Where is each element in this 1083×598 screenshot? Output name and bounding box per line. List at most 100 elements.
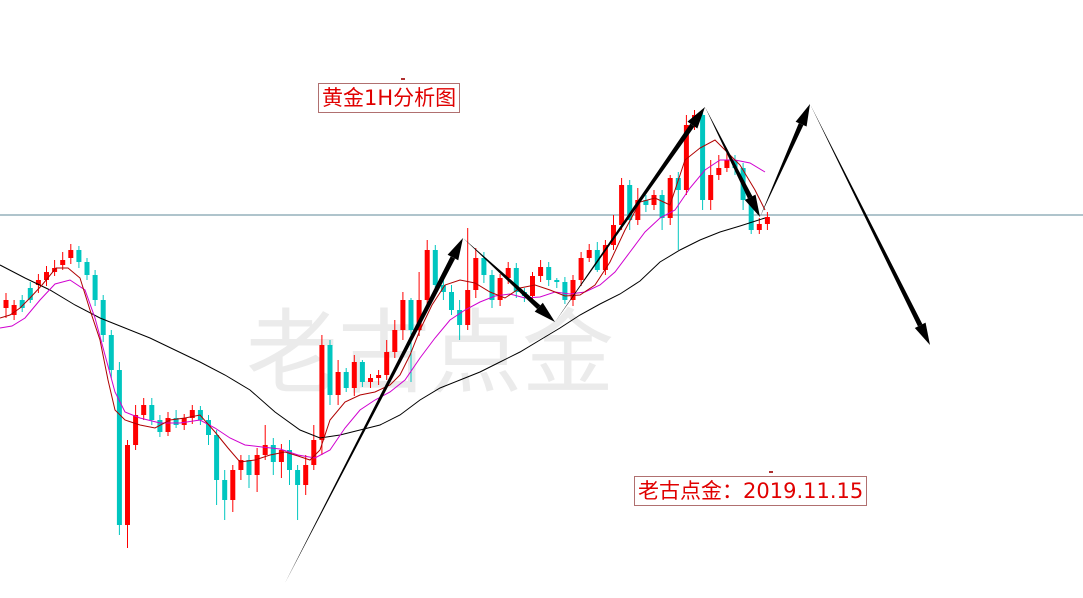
candle-body bbox=[449, 292, 454, 310]
candle-body bbox=[311, 440, 317, 465]
candle-body bbox=[643, 200, 649, 205]
candle-body bbox=[60, 260, 66, 265]
candle-body bbox=[635, 200, 641, 220]
candle-body bbox=[586, 250, 592, 258]
candle-body bbox=[214, 435, 220, 480]
candle-body bbox=[627, 185, 633, 220]
candle-body bbox=[432, 250, 438, 285]
candle-body bbox=[230, 470, 236, 500]
arrow-head bbox=[687, 107, 705, 129]
title-marker bbox=[401, 78, 405, 80]
candle-body bbox=[100, 300, 106, 335]
candle-body bbox=[76, 250, 82, 262]
candle-body bbox=[392, 330, 398, 352]
candle-body bbox=[92, 275, 98, 300]
arrow-head bbox=[914, 322, 930, 345]
stamp-marker bbox=[769, 471, 773, 473]
candle-body bbox=[141, 405, 147, 415]
candle-body bbox=[351, 362, 357, 388]
candle-body bbox=[473, 258, 479, 290]
candle-body bbox=[19, 300, 25, 308]
projection-arrows bbox=[285, 104, 930, 583]
candle-body bbox=[173, 418, 179, 425]
candle-body bbox=[368, 378, 373, 382]
candle-body bbox=[651, 195, 657, 205]
candle-body bbox=[343, 372, 349, 388]
candle-body bbox=[108, 335, 114, 370]
candle-body bbox=[376, 375, 382, 378]
candle-body bbox=[246, 460, 252, 475]
arrow-shaft bbox=[760, 123, 804, 217]
candle-body bbox=[133, 415, 139, 445]
arrow-shaft bbox=[705, 107, 753, 199]
candle-body bbox=[335, 372, 341, 395]
candle-body bbox=[489, 275, 495, 300]
candle-body bbox=[602, 245, 608, 270]
candle-body bbox=[238, 460, 244, 470]
ma-fast-line bbox=[0, 139, 766, 463]
candle-body bbox=[724, 160, 730, 168]
candle-body bbox=[303, 465, 309, 485]
arrow-shaft bbox=[810, 104, 923, 327]
candle-body bbox=[165, 418, 171, 432]
candle-body bbox=[554, 280, 560, 282]
candle-body bbox=[287, 450, 292, 470]
candle-body bbox=[44, 272, 49, 280]
candle-body bbox=[619, 185, 625, 225]
arrow-shaft bbox=[463, 238, 541, 310]
candle-body bbox=[708, 175, 714, 200]
candle-body bbox=[505, 268, 511, 278]
candle-body bbox=[457, 310, 463, 325]
candle-body bbox=[716, 168, 722, 175]
candle-body bbox=[84, 262, 90, 275]
candle-body bbox=[424, 250, 430, 300]
candle-body bbox=[764, 217, 770, 224]
candle-body bbox=[254, 455, 260, 475]
ma-slow-line bbox=[0, 217, 766, 439]
candle-body bbox=[416, 300, 422, 330]
candle-body bbox=[440, 285, 446, 292]
candle-body bbox=[262, 445, 268, 455]
candle-body bbox=[513, 268, 519, 292]
candle-body bbox=[659, 195, 665, 218]
candle-body bbox=[116, 370, 122, 525]
candle-body bbox=[700, 115, 706, 200]
candle-body bbox=[611, 225, 616, 245]
candle-body bbox=[327, 345, 333, 395]
candle-body bbox=[675, 178, 681, 190]
candle-body bbox=[125, 445, 130, 525]
candle-body bbox=[3, 300, 9, 308]
candle-body bbox=[748, 200, 754, 230]
arrow-head bbox=[744, 194, 760, 217]
arrow-head bbox=[795, 104, 810, 127]
arrow-shaft bbox=[285, 256, 456, 583]
candle-body bbox=[384, 352, 390, 375]
candle-body bbox=[278, 450, 284, 462]
candle-body bbox=[400, 300, 406, 330]
candle-body bbox=[546, 267, 552, 280]
candle-body bbox=[206, 420, 211, 435]
candle-body bbox=[11, 305, 17, 315]
candle-body bbox=[270, 445, 276, 462]
candle-body bbox=[683, 125, 689, 190]
candle-body bbox=[295, 470, 301, 485]
arrow-head bbox=[447, 238, 463, 261]
arrow-head bbox=[534, 302, 555, 322]
candle-body bbox=[481, 258, 487, 275]
candle-body bbox=[465, 290, 471, 325]
candle-body bbox=[594, 250, 600, 270]
candle-body bbox=[27, 288, 33, 300]
candle-body bbox=[157, 420, 163, 432]
candle-body bbox=[222, 480, 228, 500]
candle-body bbox=[68, 250, 74, 258]
candle-body bbox=[497, 278, 503, 300]
author-date-label: 老古点金：2019.11.15 bbox=[634, 476, 868, 506]
candle-body bbox=[35, 280, 41, 285]
candle-body bbox=[667, 178, 673, 218]
candle-body bbox=[570, 280, 576, 300]
candle-body bbox=[578, 258, 584, 280]
candle-body bbox=[149, 405, 155, 420]
candle-body bbox=[562, 282, 568, 300]
arrow-shaft bbox=[555, 123, 695, 322]
